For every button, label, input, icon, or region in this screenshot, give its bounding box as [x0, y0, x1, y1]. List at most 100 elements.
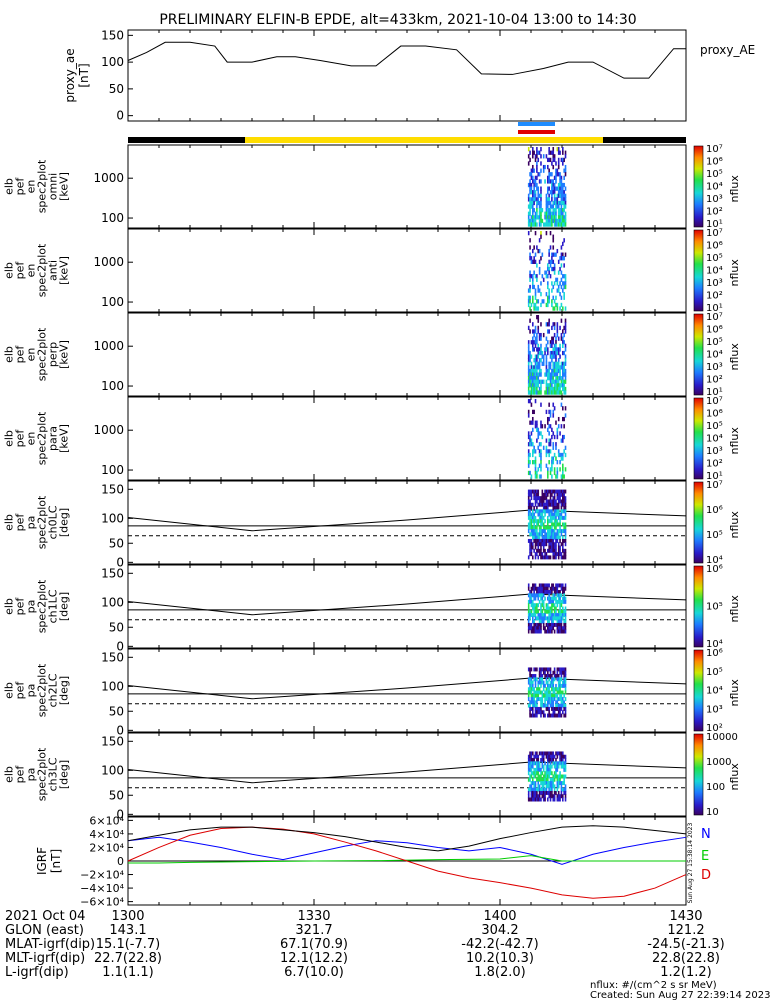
spectrogram-cell	[534, 274, 537, 279]
pitch-angle-cell	[559, 670, 561, 675]
pitch-angle-cell	[538, 674, 541, 678]
pitch-angle-cell	[542, 794, 545, 799]
spectrogram-cell	[553, 386, 556, 392]
pitch-angle-cell	[530, 489, 533, 494]
y-axis-label: pef	[14, 261, 27, 280]
colorbar-tick-label: 10³	[706, 704, 723, 715]
spectrogram-cell	[534, 372, 537, 377]
pitch-angle-cell	[551, 509, 553, 514]
pitch-angle-cell	[553, 506, 556, 510]
pitch-angle-cell	[562, 535, 564, 540]
spectrogram-cell	[530, 372, 533, 377]
pitch-angle-cell	[548, 590, 550, 594]
spectrogram-cell	[560, 332, 563, 338]
spectrogram-cell	[538, 379, 541, 384]
spectrogram-cell	[530, 218, 533, 224]
y-axis-label: ch1LC	[47, 589, 60, 623]
spectrogram-cell	[546, 208, 549, 213]
pitch-angle-cell	[557, 590, 560, 594]
pitch-angle-cell	[542, 502, 545, 507]
pitch-angle-cell	[541, 532, 544, 537]
spectrogram-cell	[562, 256, 564, 261]
pitch-angle-cell	[540, 622, 542, 627]
spectrogram-cell	[546, 218, 549, 224]
pitch-angle-cell	[560, 697, 563, 702]
pitch-angle-cell	[551, 754, 553, 759]
spectrogram-cell	[534, 383, 537, 388]
pitch-angle-cell	[541, 590, 544, 594]
pitch-angle-cell	[530, 761, 533, 766]
y-axis-units: [keV]	[58, 256, 71, 285]
y-tick-label: 100	[101, 211, 124, 225]
pitch-angle-cell	[530, 506, 533, 510]
spectrogram-cell	[545, 218, 548, 224]
pitch-angle-cell	[542, 542, 545, 547]
pitch-angle-cell	[553, 713, 556, 718]
spectrogram-cell	[536, 277, 538, 282]
pitch-angle-cell	[560, 683, 563, 688]
pitch-angle-cell	[542, 555, 545, 560]
pitch-angle-cell	[546, 606, 549, 611]
pitch-angle-cell	[556, 693, 559, 698]
pitch-angle-cell	[559, 713, 561, 718]
pitch-angle-cell	[562, 751, 564, 756]
spectrogram-cell	[533, 340, 535, 345]
spectrogram-cell	[529, 256, 531, 261]
pitch-angle-cell	[533, 754, 535, 759]
spectrogram-cell	[527, 379, 530, 384]
pitch-angle-cell	[553, 552, 556, 557]
pitch-angle-cell	[541, 502, 544, 507]
pitch-angle-cell	[531, 586, 534, 591]
spectrogram-cell	[552, 204, 555, 209]
pitch-angle-cell	[530, 697, 533, 702]
spectrogram-cell	[551, 172, 553, 177]
spectrogram-cell	[557, 284, 560, 290]
pitch-angle-cell	[559, 687, 561, 692]
spectrogram-cell	[546, 416, 549, 422]
y-axis-label: omni	[47, 173, 60, 200]
spectrogram-cell	[546, 164, 549, 170]
pitch-angle-cell	[556, 706, 559, 711]
pitch-angle-cell	[533, 703, 535, 708]
pitch-angle-cell	[548, 787, 550, 792]
pitch-angle-cell	[556, 613, 559, 618]
pitch-angle-cell	[530, 706, 533, 711]
pitch-angle-cell	[538, 697, 541, 702]
pitch-angle-cell	[544, 713, 546, 718]
spectrogram-cell	[562, 350, 564, 356]
pitch-angle-cell	[544, 751, 546, 756]
spectrogram-cell	[553, 390, 556, 395]
spectrogram-cell	[552, 218, 555, 224]
spectrogram-cell	[531, 390, 534, 395]
pitch-angle-cell	[531, 794, 534, 799]
colorbar-tick-label: 10³	[706, 446, 723, 457]
pitch-angle-cell	[545, 751, 548, 756]
spectrogram-cell	[552, 208, 555, 213]
pitch-angle-cell	[541, 609, 544, 614]
spectrogram-cell	[546, 299, 549, 304]
spectrogram-cell	[541, 299, 544, 304]
pitch-angle-cell	[531, 710, 534, 715]
pitch-angle-cell	[537, 710, 540, 715]
spectrogram-cell	[537, 284, 540, 290]
pitch-angle-cell	[546, 687, 549, 692]
pitch-angle-cell	[562, 515, 564, 520]
spectrogram-cell	[536, 438, 538, 443]
spectrogram-cell	[556, 347, 559, 352]
pitch-angle-cell	[551, 687, 553, 692]
pitch-angle-cell	[546, 548, 549, 553]
spectrogram-cell	[533, 376, 535, 381]
spectrogram-cell	[553, 306, 556, 311]
pitch-angle-cell	[555, 616, 557, 621]
pitch-angle-cell	[527, 693, 530, 698]
pitch-angle-cell	[549, 790, 552, 795]
pitch-angle-cell	[556, 619, 559, 624]
pitch-angle-cell	[555, 512, 557, 517]
spectrogram-cell	[557, 150, 560, 155]
pitch-angle-cell	[527, 609, 530, 614]
spectrogram-cell	[555, 379, 557, 384]
pitch-angle-cell	[541, 690, 544, 695]
pitch-angle-cell	[557, 532, 560, 537]
pitch-angle-cell	[536, 758, 538, 762]
ephemeris-columns: 1300143.115.1(-7.7)22.7(22.8)1.1(1.1)133…	[94, 909, 725, 980]
